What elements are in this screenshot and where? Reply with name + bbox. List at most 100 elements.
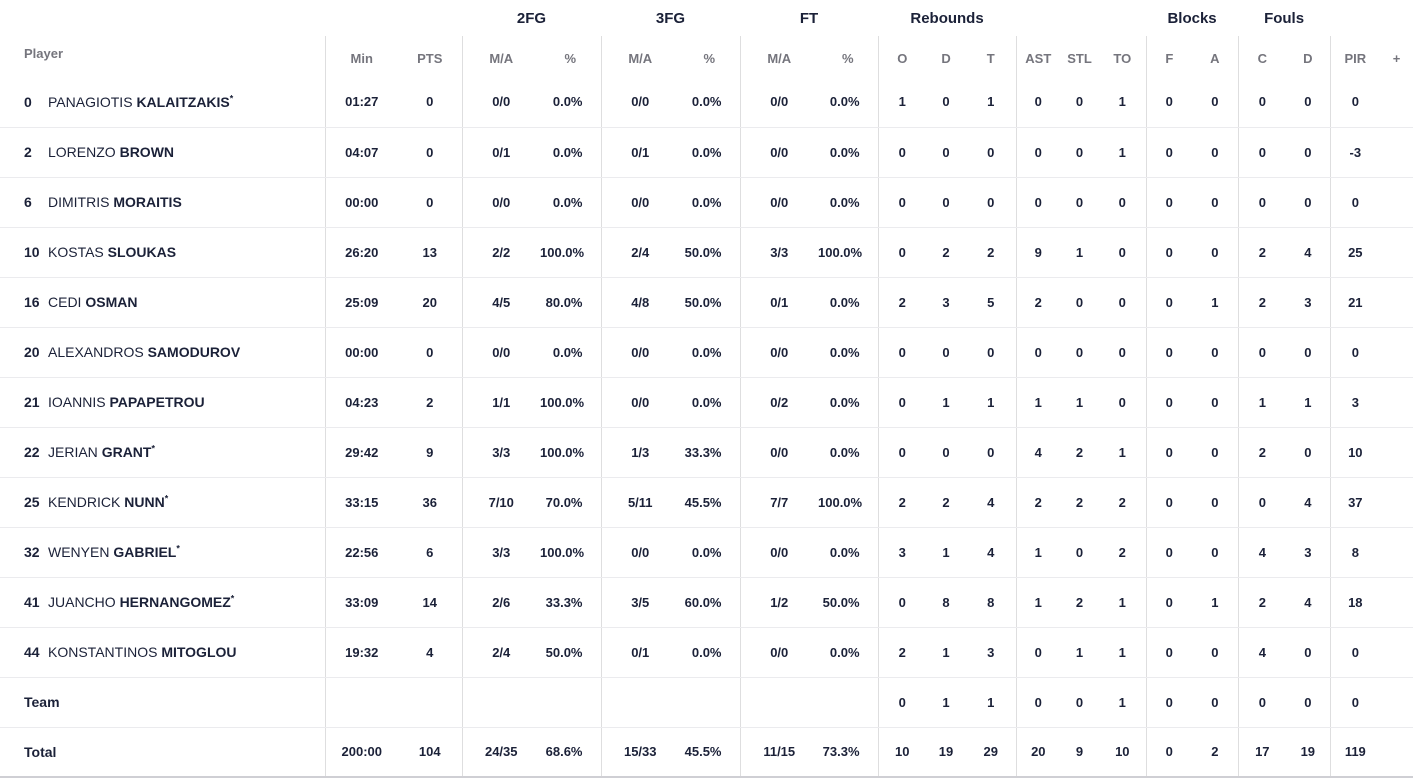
stat-a: 2 <box>1192 727 1239 778</box>
player-first-name: PANAGIOTIS <box>48 93 137 110</box>
stat-plus <box>1380 77 1413 128</box>
stat-ast: 0 <box>1016 627 1061 678</box>
stat-o: 0 <box>878 327 927 378</box>
player-number: 32 <box>24 544 40 560</box>
stat-o: 1 <box>878 77 927 128</box>
stat-a: 0 <box>1192 127 1239 178</box>
stat-t: 0 <box>966 177 1017 228</box>
stat-a: 0 <box>1192 177 1239 228</box>
stat-pct: 0.0% <box>679 127 741 178</box>
stat-stl: 1 <box>1060 227 1100 278</box>
stat-pir: 18 <box>1330 577 1381 628</box>
stat-f: 0 <box>1146 327 1193 378</box>
stat-d: 4 <box>1286 477 1331 528</box>
stat-o: 0 <box>878 177 927 228</box>
player-row: 32 WENYEN GABRIEL* 22:56 6 3/3 100.0% 0/0 0.0% 0… <box>0 527 1413 578</box>
stat-plus <box>1380 627 1413 678</box>
stat-d: 8 <box>926 577 967 628</box>
player-row: 25 KENDRICK NUNN* 33:15 36 7/10 70.0% 5/11 45.5… <box>0 477 1413 528</box>
stat-pct: 0.0% <box>818 527 879 578</box>
stat-m-a: 1/2 <box>740 577 818 628</box>
stat-to: 1 <box>1099 627 1147 678</box>
player-name-cell: 41 JUANCHO HERNANGOMEZ* <box>0 577 326 628</box>
column-header-plus-19: + <box>1392 51 1401 66</box>
stat-pct: 100.0% <box>818 227 879 278</box>
stat-t: 0 <box>966 327 1017 378</box>
stat-to: 1 <box>1099 127 1147 178</box>
stat-plus <box>1380 427 1413 478</box>
stat-d: 0 <box>1286 627 1331 678</box>
stat-a: 0 <box>1192 477 1239 528</box>
stat-d: 1 <box>926 527 967 578</box>
stat-f: 0 <box>1146 127 1193 178</box>
stat-c: 4 <box>1238 627 1287 678</box>
stat-t: 8 <box>966 577 1017 628</box>
stat-pct: 0.0% <box>818 427 879 478</box>
stat-ast: 9 <box>1016 227 1061 278</box>
stat-m-a: 0/0 <box>601 177 679 228</box>
stat-o: 2 <box>878 627 927 678</box>
stat-min: 33:15 <box>325 477 398 528</box>
column-header-c-16: C <box>1257 51 1267 66</box>
stat-m-a: 0/1 <box>601 127 679 178</box>
column-header-t-10: T <box>966 36 1017 77</box>
group-header-spacer <box>0 0 462 36</box>
player-row: 44 KONSTANTINOS MITOGLOU 19:32 4 2/4 50.0% 0/1… <box>0 627 1413 678</box>
player-row: 2 LORENZO BROWN 04:07 0 0/1 0.0% 0/1 0.0% 0/0 0.0… <box>0 127 1413 178</box>
stat-pts: 104 <box>398 727 463 778</box>
stat-pir: -3 <box>1330 127 1381 178</box>
stat-pct: 0.0% <box>679 627 741 678</box>
stat-m-a: 4/5 <box>462 277 540 328</box>
column-header-m-a-2: M/A <box>489 51 514 66</box>
stat-f: 0 <box>1146 277 1193 328</box>
group-header-2fg: 2FG <box>516 9 547 27</box>
column-header-m-a-6: M/A <box>767 51 792 66</box>
stat-c: 2 <box>1238 577 1287 628</box>
column-header-f-14: F <box>1165 51 1174 66</box>
stat-pct <box>818 677 879 728</box>
column-header-d-17: D <box>1286 36 1331 77</box>
player-last-name: HERNANGOMEZ <box>119 594 231 610</box>
stat-m-a: 3/3 <box>462 427 540 478</box>
stat-plus <box>1380 277 1413 328</box>
stat-f: 0 <box>1146 727 1193 778</box>
stat-m-a: 4/8 <box>601 277 679 328</box>
stat-min: 19:32 <box>325 627 398 678</box>
player-name-cell: 2 LORENZO BROWN <box>0 127 326 178</box>
stat-pts: 36 <box>398 477 463 528</box>
stat-f: 0 <box>1146 427 1193 478</box>
stat-plus <box>1380 227 1413 278</box>
stat-m-a: 0/1 <box>462 127 540 178</box>
player-number: 20 <box>24 344 40 360</box>
stat-t: 29 <box>966 727 1017 778</box>
stat-pct: 50.0% <box>679 227 741 278</box>
stat-m-a <box>462 677 540 728</box>
stat-ast: 0 <box>1016 177 1061 228</box>
stat-o: 0 <box>878 577 927 628</box>
group-header-row: 2FG 3FG FT Rebounds Blocks Fouls <box>0 0 1413 36</box>
stat-m-a: 1/1 <box>462 377 540 428</box>
stat-m-a: 0/0 <box>601 77 679 128</box>
stat-t: 1 <box>966 377 1017 428</box>
player-number: 22 <box>24 444 40 460</box>
column-header-o-8: O <box>897 51 908 66</box>
player-number: 44 <box>24 644 40 660</box>
stat-m-a: 0/2 <box>740 377 818 428</box>
stat-pts: 0 <box>398 327 463 378</box>
stat-pct: 45.5% <box>679 477 741 528</box>
stat-pct: 0.0% <box>679 527 741 578</box>
total-row-label: Total <box>0 727 326 778</box>
stat-f: 0 <box>1146 227 1193 278</box>
player-number: 0 <box>24 93 32 110</box>
stat-to: 0 <box>1099 227 1147 278</box>
stat-to: 1 <box>1099 577 1147 628</box>
stat-pts: 0 <box>398 127 463 178</box>
starter-asterisk: * <box>164 493 169 504</box>
stat-pts: 14 <box>398 577 463 628</box>
column-header-a-15: A <box>1192 36 1239 77</box>
column-header-player: Player <box>0 36 326 77</box>
stat-d: 0 <box>1286 677 1331 728</box>
stat-m-a: 1/3 <box>601 427 679 478</box>
player-last-name: OSMAN <box>85 294 138 310</box>
stat-d: 3 <box>1286 527 1331 578</box>
